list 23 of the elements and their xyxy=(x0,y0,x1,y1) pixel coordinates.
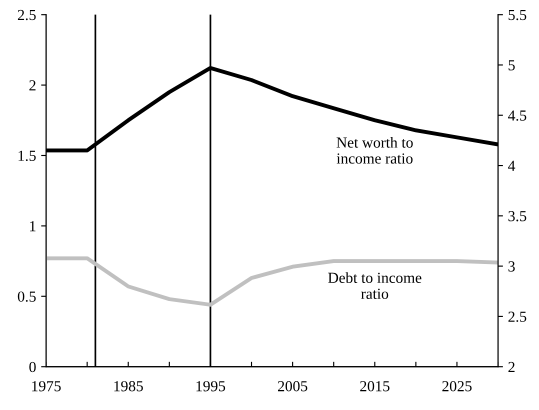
y-tick-label: 1.5 xyxy=(18,150,36,162)
y-tick-label: 1 xyxy=(30,221,36,232)
x-tick-label: 1995 xyxy=(196,381,226,392)
series-label: Debt to income ratio xyxy=(328,272,422,299)
x-tick-label: 1985 xyxy=(114,381,143,392)
line-series xyxy=(46,256,498,307)
y-tick-label: 0.5 xyxy=(18,291,36,302)
x-tick-label: 2005 xyxy=(278,381,308,392)
y2-tick-label: 5 xyxy=(508,60,515,70)
y2-tick-label: 3 xyxy=(508,261,515,272)
y2-tick-label: 4 xyxy=(508,160,516,171)
y2-tick-label: 3.5 xyxy=(508,211,526,222)
x-tick-label: 2025 xyxy=(442,381,472,392)
y2-tick-label: 2 xyxy=(508,362,515,372)
x-tick-label: 1975 xyxy=(32,381,61,392)
y2-tick-label: 2.5 xyxy=(508,312,526,322)
y-tick-label: 2.5 xyxy=(18,10,36,20)
y2-tick-label: 5.5 xyxy=(508,10,526,20)
x-tick-label: 2015 xyxy=(360,381,390,392)
y2-tick-label: 4.5 xyxy=(508,110,526,121)
y-tick-label: 0 xyxy=(29,362,36,372)
series-label: Net worth to income ratio xyxy=(336,136,413,164)
y-tick-label: 2 xyxy=(29,80,36,90)
